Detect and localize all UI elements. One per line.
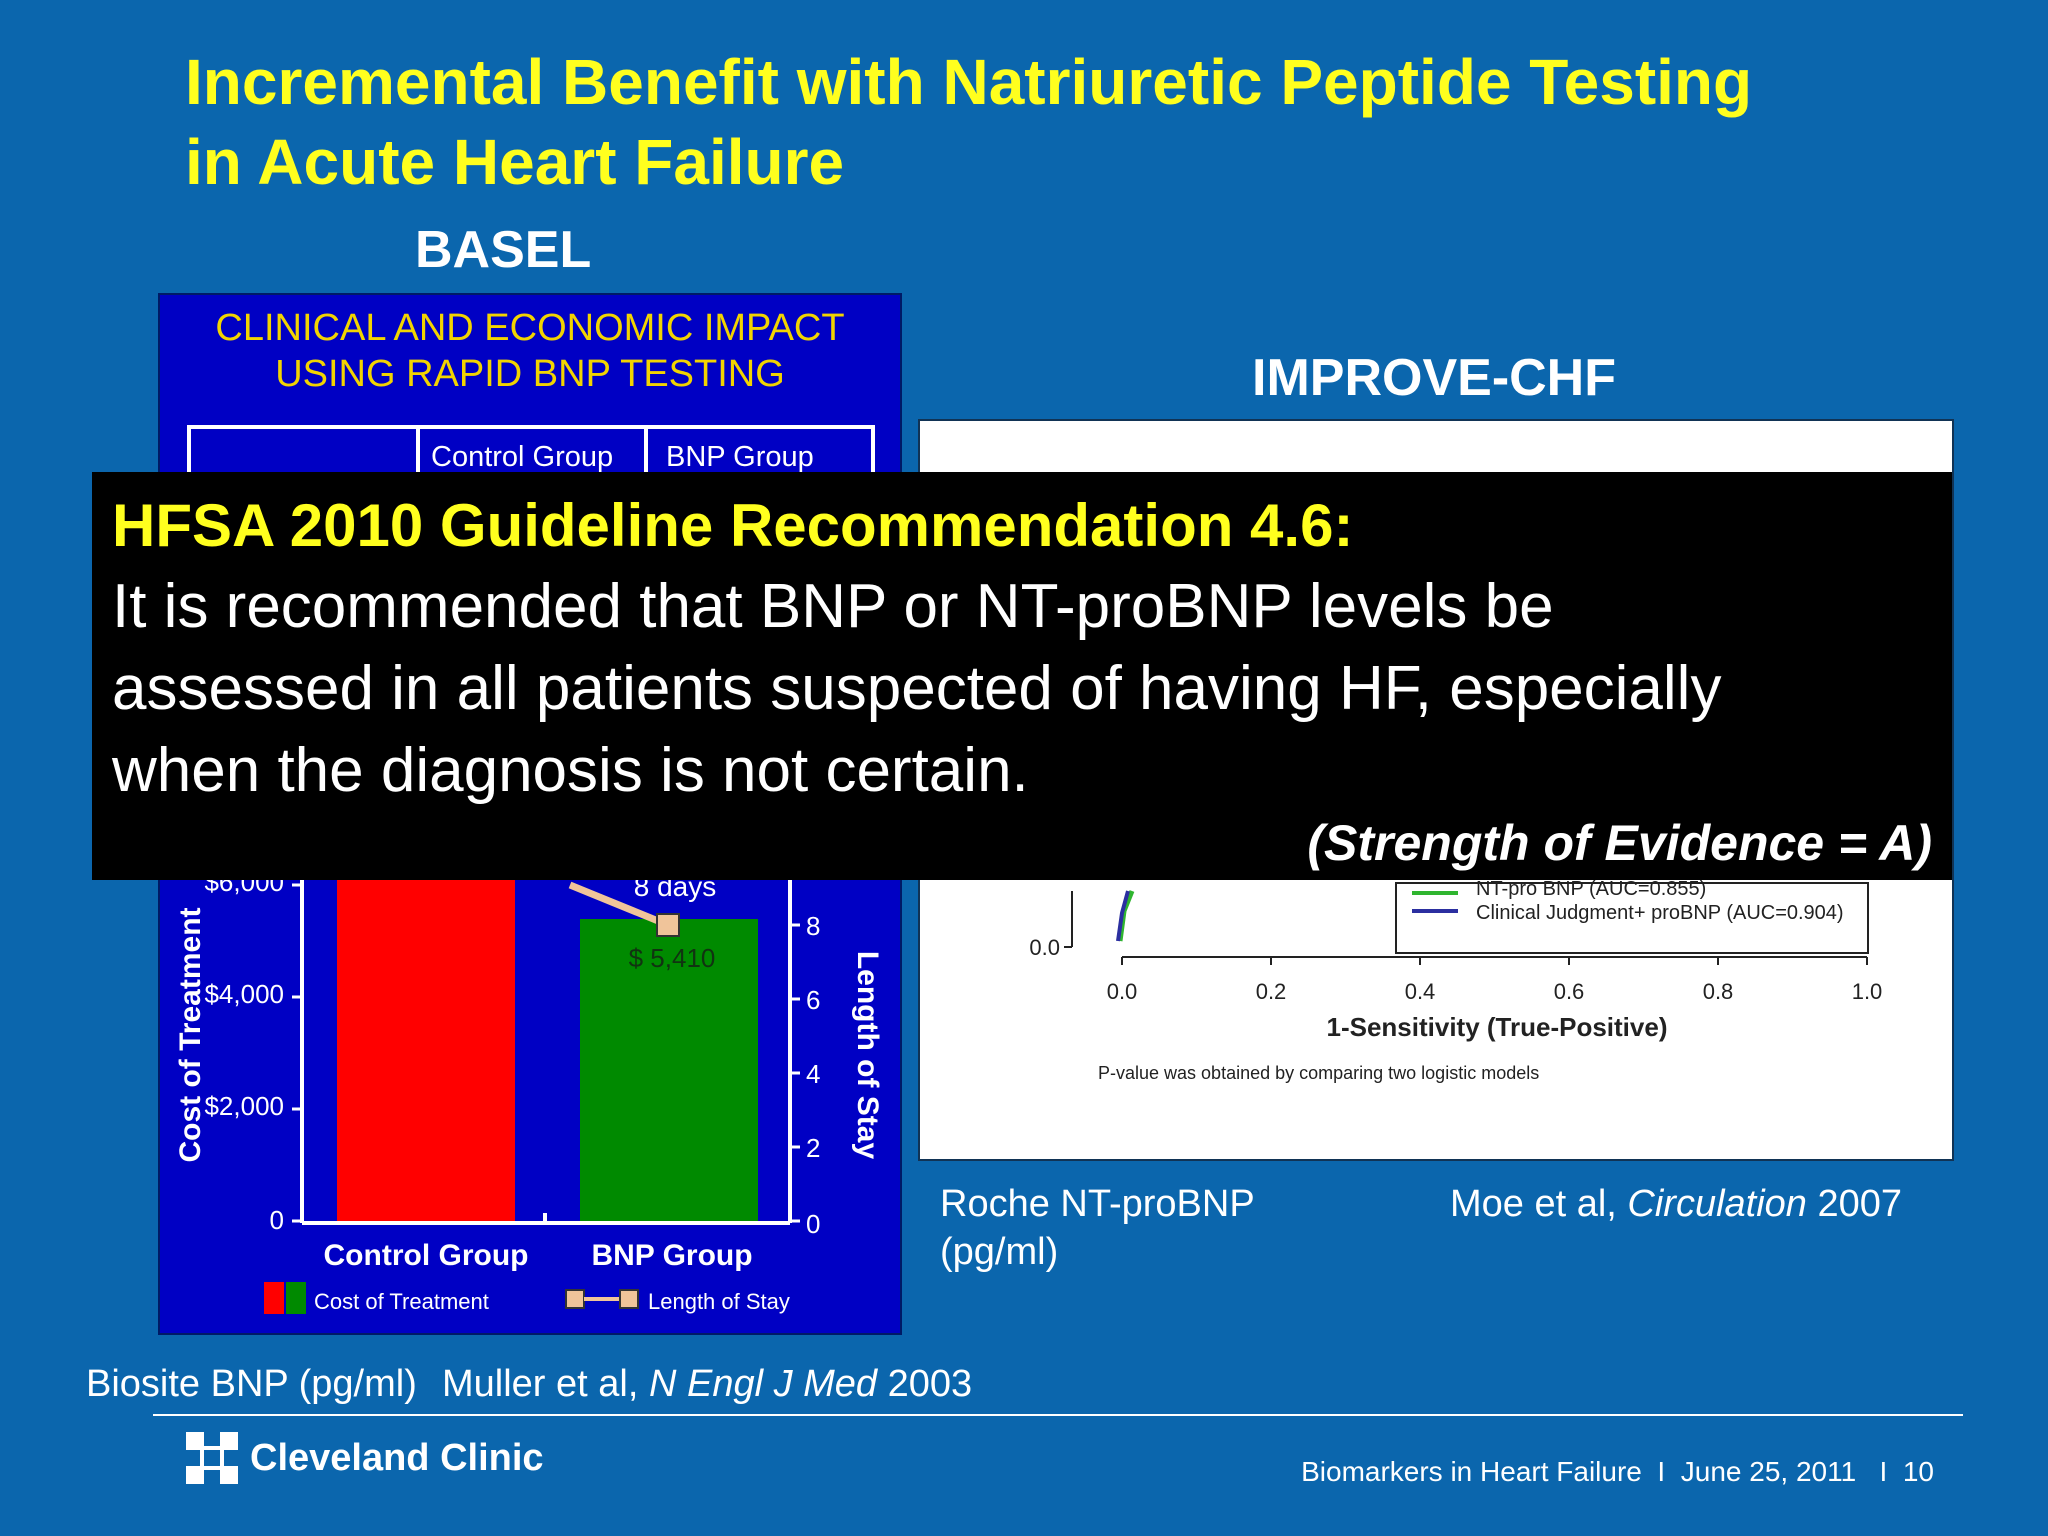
table-divider xyxy=(416,429,420,489)
basel-figure-header: CLINICAL AND ECONOMIC IMPACT USING RAPID… xyxy=(160,305,900,397)
x-tick-label: 0.2 xyxy=(1256,979,1287,1004)
basel-label: BASEL xyxy=(415,221,592,279)
right-tick-label: 6 xyxy=(806,985,820,1015)
x-tick-label: 0.6 xyxy=(1554,979,1585,1004)
improve-citation-journal: Circulation xyxy=(1627,1183,1807,1225)
recommendation-line-2: assessed in all patients suspected of ha… xyxy=(112,654,1722,723)
basel-citation: Muller et al, N Engl J Med 2003 xyxy=(442,1360,972,1408)
table-divider xyxy=(644,429,648,489)
x-axis-label: 1-Sensitivity (True-Positive) xyxy=(1327,1012,1668,1042)
slide-title: Incremental Benefit with Natriuretic Pep… xyxy=(185,42,2005,202)
cost-annotation: $ 5,410 xyxy=(629,943,716,973)
length-of-stay-marker xyxy=(656,913,680,937)
legend-label-cost: Cost of Treatment xyxy=(314,1289,489,1314)
legend-marker xyxy=(619,1289,639,1309)
basel-source-axis: Biosite BNP (pg/ml) xyxy=(86,1363,417,1405)
recommendation-line-1: It is recommended that BNP or NT-proBNP … xyxy=(112,572,1554,641)
basel-header-line-1: CLINICAL AND ECONOMIC IMPACT xyxy=(215,307,845,349)
guideline-recommendation-box: HFSA 2010 Guideline Recommendation 4.6: … xyxy=(92,472,1952,880)
improve-chf-label: IMPROVE-CHF xyxy=(1252,349,1616,407)
basel-header-line-2: USING RAPID BNP TESTING xyxy=(275,353,785,395)
x-tick-label: 0.0 xyxy=(1107,979,1138,1004)
right-tick-label: 8 xyxy=(806,911,820,941)
slide-title-line-2: in Acute Heart Failure xyxy=(185,126,845,198)
legend-marker xyxy=(565,1289,585,1309)
y-left-axis-label: Cost of Treatment xyxy=(174,907,207,1162)
legend-swatch-bnp xyxy=(286,1282,306,1314)
slide-title-line-1: Incremental Benefit with Natriuretic Pep… xyxy=(185,46,1753,118)
footer-meta: Biomarkers in Heart Failure I June 25, 2… xyxy=(1301,1456,1934,1487)
legend-swatch-control xyxy=(264,1282,284,1314)
legend-label-nt-probnp: NT-pro BNP (AUC=0.855) xyxy=(1476,878,1706,900)
recommendation-line-3: when the diagnosis is not certain. xyxy=(112,736,1029,805)
table-header-control: Control Group xyxy=(431,441,614,473)
x-tick-label: 0.4 xyxy=(1405,979,1436,1004)
strength-of-evidence: (Strength of Evidence = A) xyxy=(1307,815,1932,871)
basel-citation-journal: N Engl J Med xyxy=(648,1363,878,1405)
table-header-bnp: BNP Group xyxy=(666,441,814,473)
left-tick-label: 0 xyxy=(270,1205,284,1235)
cleveland-clinic-logo-icon xyxy=(186,1432,238,1484)
improve-source-axis: Roche NT-proBNP (pg/ml) xyxy=(940,1180,1255,1276)
cleveland-clinic-logo: Cleveland Clinic xyxy=(186,1432,544,1484)
legend-label-clinical: Clinical Judgment+ proBNP (AUC=0.904) xyxy=(1476,902,1844,924)
improve-source-line-1: Roche NT-proBNP xyxy=(940,1183,1255,1225)
basel-table-header: Control Group BNP Group xyxy=(187,425,875,489)
left-tick-label: $2,000 xyxy=(204,1091,284,1121)
footer-divider xyxy=(153,1414,1963,1416)
logo-text: Cleveland Clinic xyxy=(250,1436,544,1479)
length-of-stay-line xyxy=(568,881,670,929)
bar-control-group xyxy=(337,875,515,1221)
y-right-axis-label: Length of Stay xyxy=(851,951,884,1160)
bar-bnp-group xyxy=(580,919,758,1221)
category-label-bnp: BNP Group xyxy=(591,1239,752,1272)
improve-citation-year: 2007 xyxy=(1806,1183,1903,1225)
improve-source-line-2: (pg/ml) xyxy=(940,1231,1059,1273)
improve-citation: Moe et al, Circulation 2007 xyxy=(1450,1180,1902,1228)
basel-citation-year: 2003 xyxy=(877,1363,973,1405)
x-tick-label: 1.0 xyxy=(1852,979,1883,1004)
x-tick-label: 0.8 xyxy=(1703,979,1734,1004)
roc-curve-chart: 0.0 0.0 0.2 0.4 0.6 0.8 1.0 1-Sensitivit… xyxy=(1029,878,1883,1083)
clinical-judgment-curve xyxy=(1116,890,1130,942)
roc-legend xyxy=(1395,882,1869,954)
category-label-control: Control Group xyxy=(324,1239,529,1272)
right-tick-label: 0 xyxy=(806,1209,820,1239)
legend-label-stay: Length of Stay xyxy=(648,1289,790,1314)
recommendation-body: It is recommended that BNP or NT-proBNP … xyxy=(112,566,1952,812)
y-tick-label: 0.0 xyxy=(1029,935,1060,960)
right-tick-label: 4 xyxy=(806,1059,820,1089)
basel-citation-authors: Muller et al, xyxy=(442,1363,649,1405)
left-tick-label: $4,000 xyxy=(204,979,284,1009)
improve-citation-authors: Moe et al, xyxy=(1450,1183,1628,1225)
roc-footnote: P-value was obtained by comparing two lo… xyxy=(1098,1063,1539,1083)
basel-bar-chart: $6,000 $4,000 $2,000 0 0 2 4 6 8 Cost of… xyxy=(174,867,884,1314)
recommendation-heading: HFSA 2010 Guideline Recommendation 4.6: xyxy=(112,492,1354,559)
right-tick-label: 2 xyxy=(806,1133,820,1163)
